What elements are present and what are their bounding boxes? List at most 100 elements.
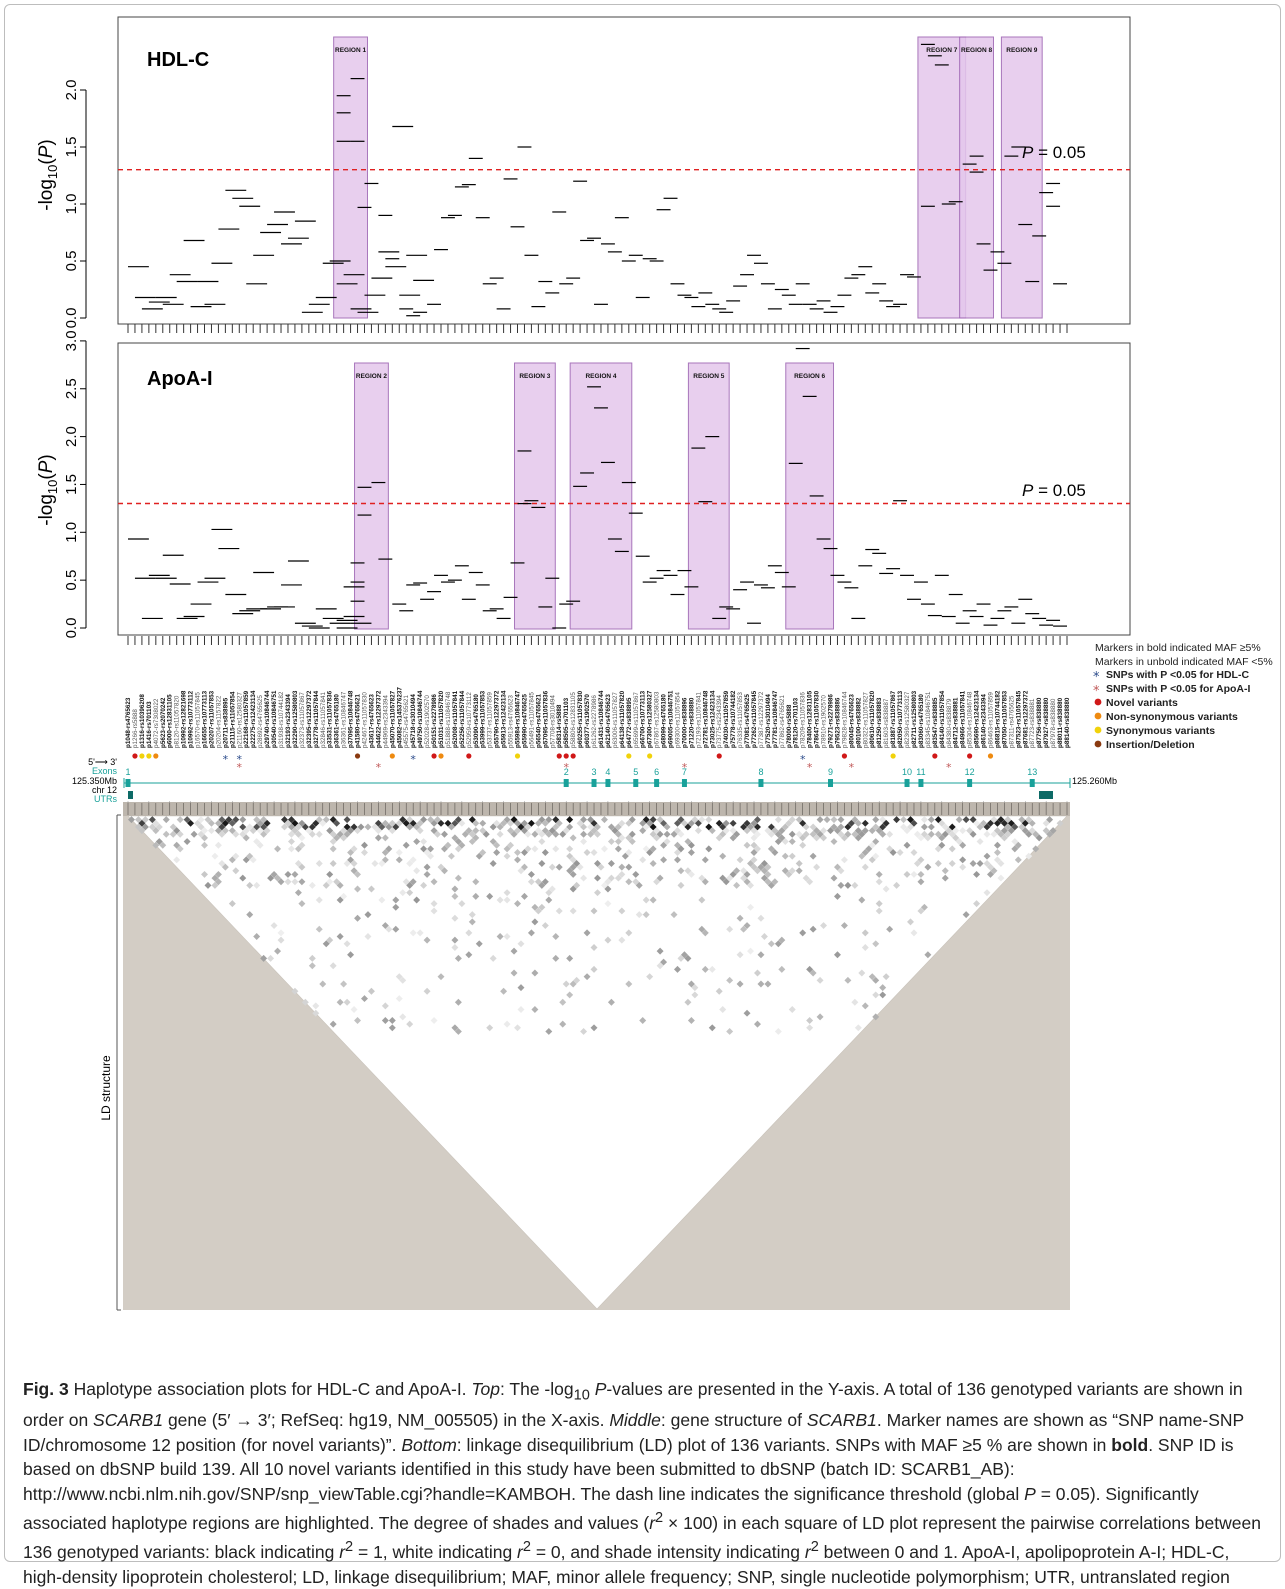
ld-cell: [472, 834, 480, 842]
ld-cell: [614, 845, 622, 853]
ld-cell: [510, 969, 518, 977]
ld-cell: [764, 827, 772, 835]
ld-cell: [1032, 830, 1040, 838]
ld-cell: [500, 819, 508, 827]
ld-cell: [854, 834, 862, 842]
ld-cell: [173, 841, 181, 849]
ld-cell: [594, 830, 601, 838]
ld-cell: [465, 929, 473, 937]
ld-cell: [938, 834, 946, 842]
ld-cell: [903, 870, 911, 878]
apoa-region-3: [569, 362, 633, 630]
ld-cell: [990, 867, 998, 875]
ld-cell: [913, 830, 921, 838]
ld-cell: [774, 1027, 782, 1035]
marker-name: p87681-rs12297372: [1022, 690, 1029, 748]
syn-dot: [647, 753, 653, 759]
marker-name: p79523-rs838886: [834, 697, 841, 748]
ld-cell: [454, 845, 462, 853]
ld-cell: [656, 830, 664, 838]
ld-cell: [861, 943, 869, 951]
marker-name: p73025-rs12423134: [709, 690, 716, 748]
ld-cell: [308, 830, 316, 838]
ld-cell: [594, 874, 601, 882]
ld-cell: [173, 827, 181, 835]
ld-cell: [767, 881, 775, 889]
ld-cell: [597, 863, 605, 871]
ld-cell: [684, 838, 692, 846]
exon-block: [758, 779, 764, 787]
caption-text: = 0, and shade intensity indicating: [530, 1542, 805, 1563]
ld-cell: [583, 929, 591, 937]
ld-cell: [771, 878, 779, 886]
ld-cell: [809, 925, 817, 933]
ld-cell: [646, 973, 654, 981]
ld-cell: [750, 834, 758, 842]
marker-name: p84712-rs838881: [953, 697, 960, 748]
ld-cell: [764, 878, 772, 886]
ld-cell: [566, 954, 574, 962]
ld-cell: [973, 900, 981, 908]
ld-cell: [312, 1009, 320, 1017]
exon-block: [605, 779, 611, 787]
marker-name: p77781-rs10846747: [772, 690, 779, 748]
ld-cell: [447, 823, 455, 831]
ld-cell: [451, 936, 459, 944]
ld-cell: [524, 845, 532, 853]
ld-cell: [423, 849, 431, 856]
ld-cell: [472, 878, 480, 886]
ld-cell: [774, 838, 782, 846]
ld-cell: [788, 1006, 796, 1014]
ld-cell: [496, 830, 504, 838]
ld-cell: [987, 819, 994, 827]
ld-cell: [541, 849, 549, 856]
ld-cell: [660, 819, 668, 827]
ld-cell: [907, 918, 914, 926]
ld-cell: [594, 859, 601, 867]
ld-cell: [948, 823, 956, 831]
marker-name: p55990-rs4765625: [521, 694, 528, 748]
ld-cell: [816, 816, 824, 824]
ld-cell: [562, 980, 570, 988]
ld-cell: [851, 998, 859, 1006]
marker-name: p80045-rs4765623: [848, 694, 855, 748]
ld-cell: [754, 867, 761, 875]
ld-cell: [687, 870, 695, 878]
ld-cell: [837, 830, 845, 838]
ld-cell: [740, 867, 748, 875]
apoa-plot: REGION 2 REGION 3 REGION 4 REGION 5 REGION 6…: [63, 330, 1130, 638]
ld-cell: [764, 870, 772, 878]
ld-ticks: [127, 801, 1068, 815]
variant-annotations: * * * ** * * * * * *: [132, 753, 994, 774]
ld-cell: [980, 819, 988, 827]
ld-cell: [625, 878, 633, 886]
caption-text: gene (5′ → 3′; RefSeq: hg19, NM_005505) …: [163, 1410, 610, 1430]
ld-cell: [312, 819, 320, 827]
marker-name: p36361-rs10846747: [341, 691, 348, 748]
ld-cell: [743, 922, 751, 930]
ld-cell: [837, 867, 845, 875]
dot-icon: [1094, 726, 1102, 734]
ld-cell: [374, 819, 382, 827]
ld-cell: [406, 859, 414, 867]
ld-cell: [246, 852, 254, 860]
caption-sup: 2: [655, 1510, 664, 1526]
hdl-region-1: [333, 36, 368, 319]
ld-cell: [684, 954, 692, 962]
ld-cell: [799, 834, 807, 842]
ld-cell: [656, 962, 664, 970]
exon-block: [654, 779, 660, 787]
marker-name: p78120-rs701103: [793, 697, 800, 748]
marker-name: p72193-rs11057841: [695, 692, 702, 748]
apoa-y-tick-label: 2.0: [63, 426, 80, 447]
marker-name: p20711-rs838895: [222, 697, 229, 748]
ld-cell: [927, 816, 935, 824]
ld-cell: [997, 816, 1005, 824]
ld-cell: [861, 863, 869, 871]
ld-cell: [454, 838, 462, 846]
caption-fig-label: Fig. 3: [23, 1379, 69, 1399]
ld-cell: [973, 870, 981, 878]
ld-cell: [611, 827, 619, 835]
ld-cell: [830, 838, 838, 846]
ld-cell: [395, 819, 403, 827]
